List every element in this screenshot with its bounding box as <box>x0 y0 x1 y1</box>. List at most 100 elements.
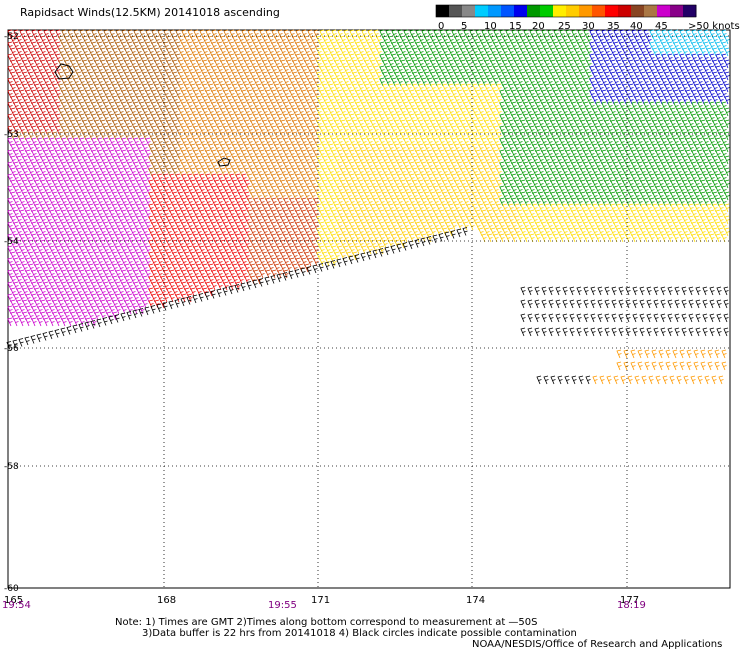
wind-barb <box>421 125 427 135</box>
wind-barb <box>574 143 580 153</box>
wind-barb <box>460 167 466 177</box>
wind-barb <box>652 215 658 225</box>
wind-barb <box>370 35 376 45</box>
wind-barb <box>460 83 466 93</box>
wind-barb <box>538 71 544 81</box>
wind-barb <box>625 149 631 159</box>
wind-barb <box>109 269 115 279</box>
wind-barb <box>355 161 361 171</box>
wind-barb <box>136 251 142 261</box>
wind-barb <box>343 125 349 135</box>
wind-barb <box>199 29 205 39</box>
wind-barb <box>526 59 532 69</box>
wind-barb <box>520 59 526 69</box>
wind-barb <box>190 143 196 153</box>
wind-barb <box>688 131 694 141</box>
wind-barb <box>277 65 283 75</box>
wind-barb <box>172 155 178 165</box>
wind-barb <box>223 257 229 267</box>
wind-barb <box>700 131 706 141</box>
wind-barb <box>106 287 112 297</box>
wind-barb <box>532 95 538 105</box>
wind-barb <box>611 299 617 309</box>
wind-barb <box>217 41 223 51</box>
wind-barb <box>343 89 349 99</box>
wind-barb <box>493 53 499 63</box>
wind-barb <box>31 293 37 303</box>
wind-barb <box>64 203 70 213</box>
wind-barb <box>229 221 235 231</box>
wind-barb <box>154 287 160 297</box>
wind-barb <box>667 113 673 123</box>
wind-barb <box>406 155 412 165</box>
wind-barb <box>385 53 391 63</box>
wind-barb <box>22 215 28 225</box>
wind-barb <box>457 137 463 147</box>
wind-barb <box>619 149 625 159</box>
wind-barb <box>697 185 703 195</box>
wind-barb <box>49 281 55 291</box>
wind-barb <box>73 209 79 219</box>
wind-barb <box>376 227 382 237</box>
wind-barb <box>517 53 523 63</box>
wind-barb <box>427 161 433 171</box>
wind-barb <box>217 89 223 99</box>
wind-barb <box>31 197 37 207</box>
wind-barb <box>391 77 397 87</box>
wind-barb <box>247 101 253 111</box>
wind-barb <box>379 53 385 63</box>
wind-barb <box>490 203 496 213</box>
wind-barb <box>208 143 214 153</box>
wind-barb <box>52 131 58 141</box>
wind-barb <box>355 197 361 207</box>
wind-barb <box>694 107 700 117</box>
wind-barb <box>160 215 166 225</box>
wind-barb <box>484 47 490 57</box>
wind-barb <box>292 143 298 153</box>
wind-barb <box>499 29 505 39</box>
wind-barb <box>211 185 217 195</box>
wind-barb <box>618 286 624 296</box>
wind-barb <box>352 119 358 129</box>
wind-barb <box>346 179 352 189</box>
wind-barb <box>349 77 355 87</box>
wind-barb <box>382 119 388 129</box>
wind-barb <box>553 185 559 195</box>
wind-barb <box>226 83 232 93</box>
wind-barb <box>49 245 55 255</box>
wind-barb <box>295 245 301 255</box>
wind-barb <box>13 173 19 183</box>
wind-barb <box>178 263 184 273</box>
wind-barb <box>547 29 553 39</box>
wind-barb <box>115 281 121 291</box>
wind-barb <box>688 286 694 296</box>
wind-barb <box>76 143 82 153</box>
wind-barb <box>415 29 421 39</box>
wind-barb <box>667 313 673 323</box>
wind-barb <box>436 143 442 153</box>
wind-barb <box>256 35 262 45</box>
wind-barb <box>640 107 646 117</box>
wind-barb <box>22 71 28 81</box>
wind-barb <box>420 237 426 247</box>
wind-barb <box>391 221 397 231</box>
wind-barb <box>187 89 193 99</box>
wind-barb <box>646 313 652 323</box>
wind-barb <box>310 251 316 261</box>
wind-barb <box>247 185 253 195</box>
wind-barb <box>535 173 541 183</box>
wind-barb <box>199 149 205 159</box>
wind-barb <box>331 125 337 135</box>
wind-barb <box>682 95 688 105</box>
wind-barb <box>331 101 337 111</box>
wind-barb <box>541 327 547 337</box>
wind-barb <box>346 35 352 45</box>
wind-barb <box>703 161 709 171</box>
wind-barb <box>292 251 298 261</box>
wind-barb <box>709 41 715 51</box>
wind-barb <box>616 203 622 213</box>
wind-barb <box>40 47 46 57</box>
wind-barb <box>718 203 724 213</box>
wind-barb <box>517 113 523 123</box>
wind-barb <box>121 77 127 87</box>
